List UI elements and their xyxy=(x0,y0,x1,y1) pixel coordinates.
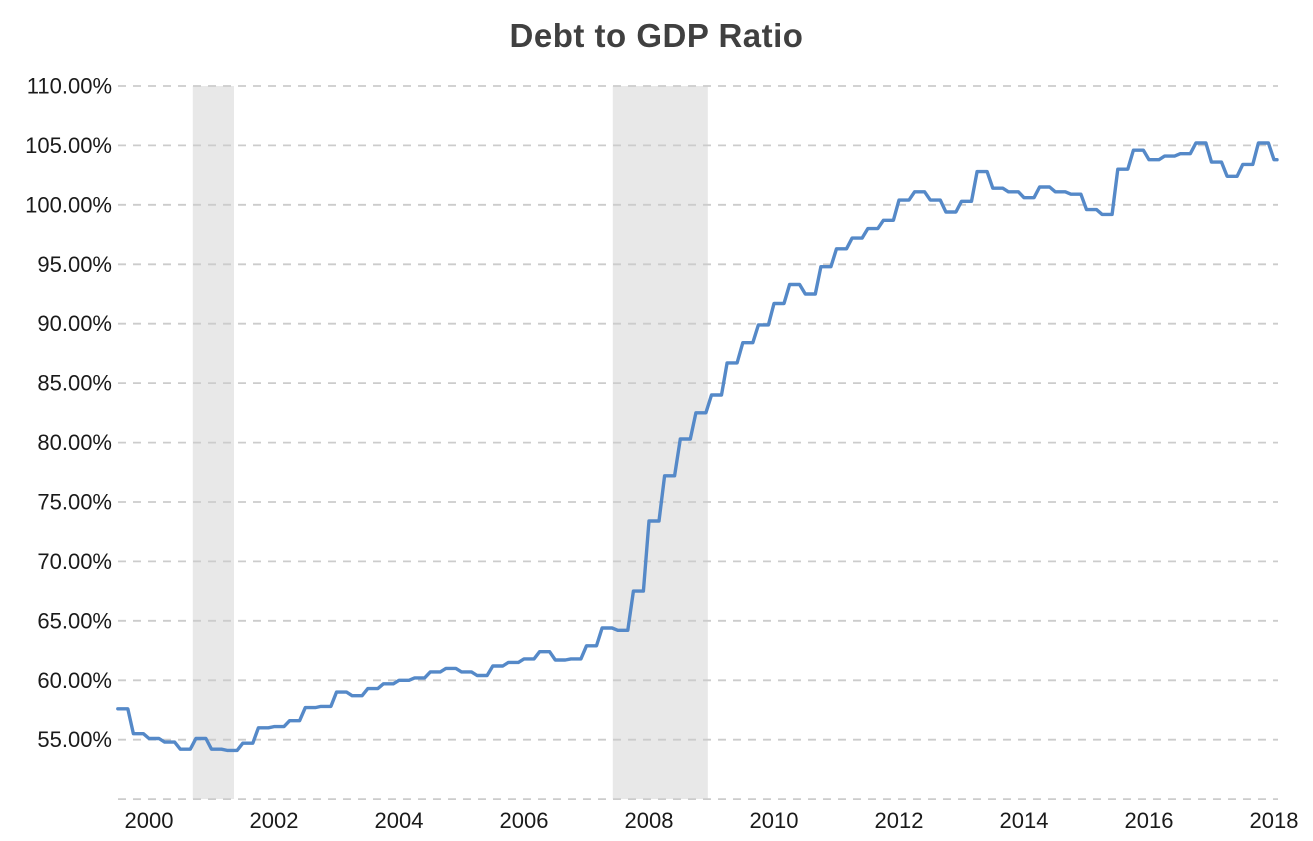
y-axis-label: 90.00% xyxy=(37,311,112,336)
y-axis-label: 100.00% xyxy=(25,192,112,217)
x-axis-label: 2002 xyxy=(250,808,299,833)
y-axis-label: 105.00% xyxy=(25,133,112,158)
y-axis-label: 65.00% xyxy=(37,608,112,633)
x-axis-label: 2000 xyxy=(125,808,174,833)
debt-to-gdp-line xyxy=(116,141,1279,753)
x-axis-label: 2012 xyxy=(875,808,924,833)
y-axis-label: 75.00% xyxy=(37,490,112,515)
y-axis-label: 110.00% xyxy=(27,74,112,99)
x-axis-label: 2006 xyxy=(500,808,549,833)
x-axis-label: 2016 xyxy=(1125,808,1174,833)
chart-title: Debt to GDP Ratio xyxy=(509,17,804,54)
y-axis-label: 85.00% xyxy=(37,371,112,396)
y-axis-label: 60.00% xyxy=(37,668,112,693)
x-axis-label: 2008 xyxy=(625,808,674,833)
y-axis-label: 55.00% xyxy=(37,727,112,752)
y-axis-label: 95.00% xyxy=(37,252,112,277)
x-axis-label: 2010 xyxy=(750,808,799,833)
x-axis-label: 2018 xyxy=(1250,808,1299,833)
y-axis-label: 70.00% xyxy=(37,549,112,574)
y-axis-label: 80.00% xyxy=(37,430,112,455)
x-axis-label: 2004 xyxy=(375,808,424,833)
x-axis-label: 2014 xyxy=(1000,808,1049,833)
